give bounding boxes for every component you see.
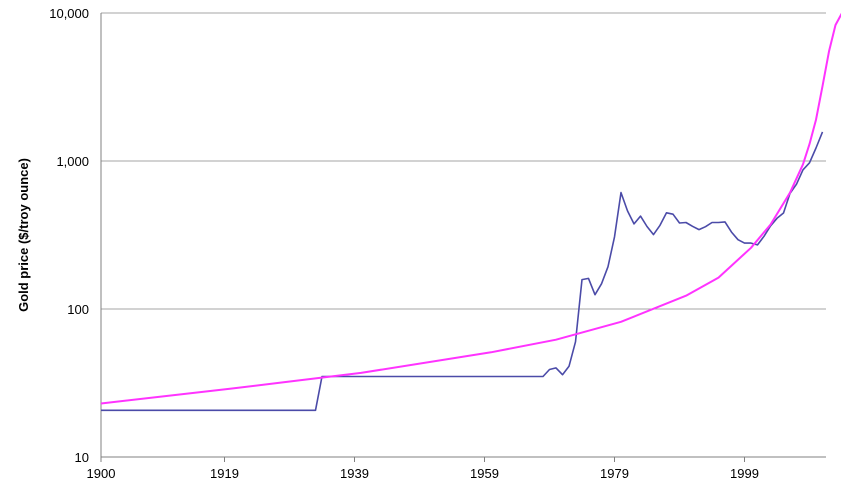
y-tick-label: 1,000: [56, 154, 89, 169]
x-tick-label: 1999: [730, 466, 759, 481]
gridlines: [101, 12, 826, 310]
trend-curve-line: [100, 12, 841, 405]
x-tick-label: 1919: [210, 466, 239, 481]
x-tick-label: 1979: [600, 466, 629, 481]
y-tick-label: 10,000: [49, 6, 89, 21]
x-tick-labels: 1900191919391959197919992019: [87, 466, 759, 481]
y-tick-label: 100: [67, 302, 89, 317]
x-tick-label: 1959: [470, 466, 499, 481]
y-tick-labels: 10 100 1,000 10,000: [49, 6, 89, 465]
y-axis-title: Gold price ($/troy ounce): [16, 158, 31, 312]
y-tick-label: 10: [75, 450, 89, 465]
gold-price-line: [101, 131, 824, 412]
series-group: [100, 12, 841, 412]
x-tick-label: 1939: [340, 466, 369, 481]
axes: [100, 13, 826, 462]
x-tick-label: 1900: [87, 466, 116, 481]
